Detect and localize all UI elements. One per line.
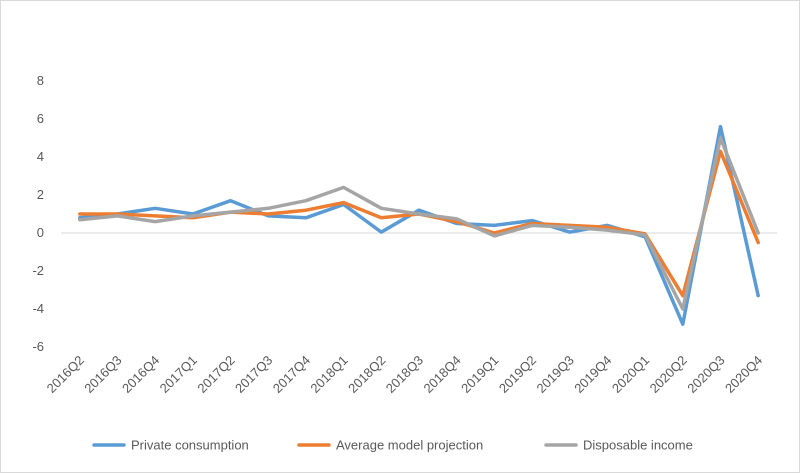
y-axis-ticks: -6 -4 -2 0 2 4 6 8 bbox=[32, 73, 44, 354]
y-tick-label: 2 bbox=[37, 187, 44, 202]
x-tick-label: 2018Q1 bbox=[307, 353, 350, 396]
x-tick-label: 2018Q3 bbox=[383, 353, 426, 396]
x-tick-label: 2018Q2 bbox=[345, 353, 388, 396]
x-tick-label: 2017Q3 bbox=[232, 353, 275, 396]
legend-label: Private consumption bbox=[131, 438, 249, 453]
x-tick-label: 2019Q3 bbox=[534, 353, 577, 396]
y-tick-label: 8 bbox=[37, 73, 44, 88]
series-lines bbox=[78, 124, 760, 326]
x-tick-label: 2020Q3 bbox=[684, 353, 727, 396]
x-tick-label: 2019Q1 bbox=[458, 353, 501, 396]
x-axis-ticks: 2016Q22016Q32016Q42017Q12017Q22017Q32017… bbox=[44, 353, 766, 396]
legend: Private consumption Average model project… bbox=[92, 438, 693, 453]
series-line-disposable-income bbox=[78, 136, 760, 311]
series-line-average-model-projection bbox=[78, 149, 760, 298]
x-tick-label: 2017Q1 bbox=[157, 353, 200, 396]
x-tick-label: 2016Q4 bbox=[119, 353, 162, 396]
x-tick-label: 2016Q2 bbox=[44, 353, 87, 396]
x-tick-label: 2017Q2 bbox=[194, 353, 237, 396]
y-tick-label: 4 bbox=[37, 149, 44, 164]
x-tick-label: 2020Q4 bbox=[722, 353, 765, 396]
x-tick-label: 2016Q3 bbox=[81, 353, 124, 396]
y-tick-label: -2 bbox=[32, 263, 44, 278]
legend-label: Average model projection bbox=[336, 438, 483, 453]
y-tick-label: -6 bbox=[32, 339, 44, 354]
y-tick-label: 6 bbox=[37, 111, 44, 126]
x-tick-label: 2020Q2 bbox=[647, 353, 690, 396]
x-tick-label: 2019Q2 bbox=[496, 353, 539, 396]
x-tick-label: 2018Q4 bbox=[420, 353, 463, 396]
legend-label: Disposable income bbox=[583, 438, 693, 453]
y-tick-label: -4 bbox=[32, 301, 44, 316]
x-tick-label: 2019Q4 bbox=[571, 353, 614, 396]
x-tick-label: 2020Q1 bbox=[609, 353, 652, 396]
y-tick-label: 0 bbox=[37, 225, 44, 240]
series-line-private-consumption bbox=[78, 124, 760, 326]
x-tick-label: 2017Q4 bbox=[270, 353, 313, 396]
